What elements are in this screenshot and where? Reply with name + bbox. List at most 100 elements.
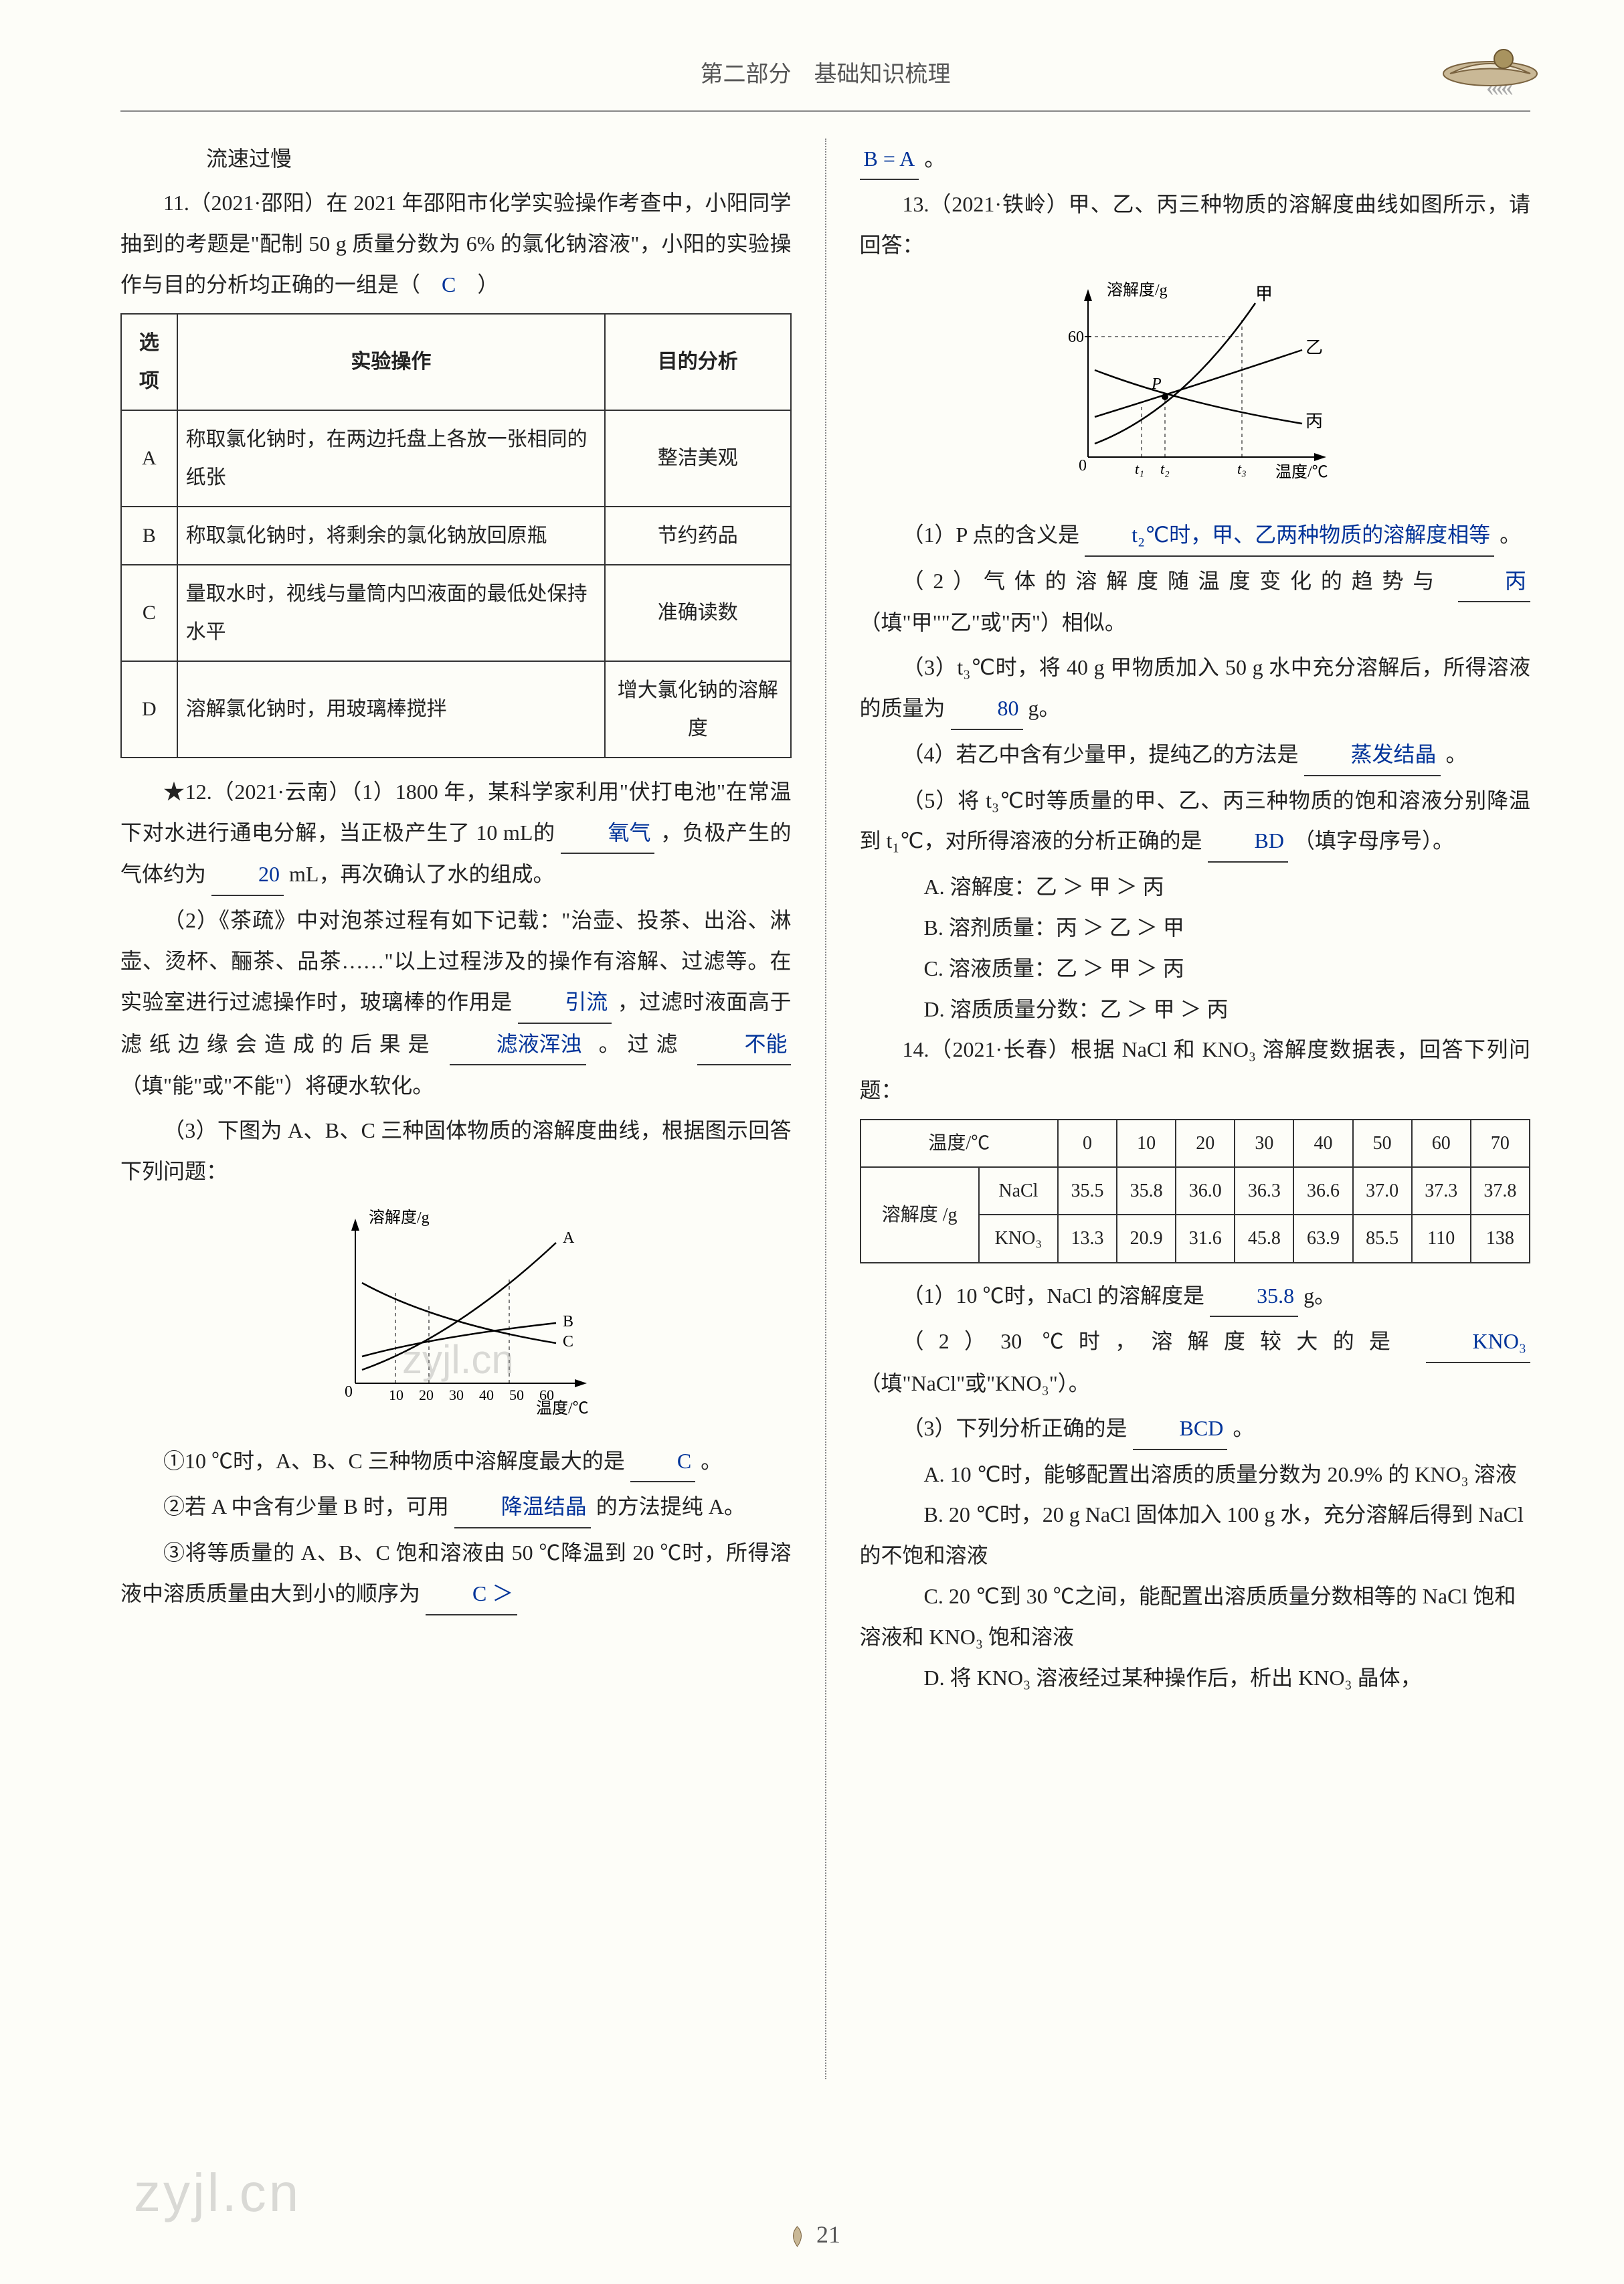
cell: 60 — [1412, 1120, 1471, 1167]
cell: 30 — [1235, 1120, 1293, 1167]
cell: 称取氯化钠时，在两边托盘上各放一张相同的纸张 — [177, 410, 605, 507]
svg-text:溶解度/g: 溶解度/g — [1107, 281, 1168, 299]
svg-text:t₂: t₂ — [1160, 460, 1170, 477]
answer: 引流 — [518, 982, 612, 1024]
cell: A — [121, 410, 177, 507]
continuation-text: 流速过慢 — [120, 139, 792, 179]
svg-text:A: A — [563, 1229, 575, 1247]
svg-text:20: 20 — [419, 1387, 434, 1403]
solubility-chart-jyb: 0 溶解度/g 温度/℃ 60 甲 乙 丙 P — [860, 276, 1531, 504]
th-option: 选项 — [121, 314, 177, 410]
text: （1）P 点的含义是 — [903, 523, 1080, 547]
q13-optB: B. 溶剂质量：丙 ＞ 乙 ＞ 甲 — [860, 907, 1531, 948]
cell: D — [121, 661, 177, 758]
question-11: 11.（2021·邵阳）在 2021 年邵阳市化学实验操作考查中，小阳同学抽到的… — [120, 183, 792, 304]
answer: BD — [1208, 820, 1288, 863]
svg-text:t₃: t₃ — [1237, 460, 1247, 477]
solubility-chart-abc: 0 10 20 30 40 50 60 温度/℃ 溶解度/g C B — [120, 1203, 792, 1430]
cell: 35.5 — [1058, 1167, 1117, 1215]
q12-sub1: ①10 ℃时，A、B、C 三种物质中溶解度最大的是 C 。 — [120, 1441, 792, 1483]
question-11-table: 选项 实验操作 目的分析 A 称取氯化钠时，在两边托盘上各放一张相同的纸张 整洁… — [120, 313, 792, 758]
cell: 节约药品 — [605, 507, 790, 565]
cell: B — [121, 507, 177, 565]
watermark: zyjl.cn — [134, 2142, 301, 2244]
cell: 50 — [1353, 1120, 1412, 1167]
answer: 氧气 — [561, 812, 654, 855]
continuation-answer: B = A 。 — [860, 139, 1531, 181]
q11-post: ） — [456, 272, 499, 296]
svg-text:溶解度/g: 溶解度/g — [369, 1209, 430, 1227]
text: （2）气体的溶解度随温度变化的趋势与 — [903, 569, 1444, 593]
th-operation: 实验操作 — [177, 314, 605, 410]
text: g。 — [1303, 1284, 1336, 1308]
text: 。 — [924, 147, 945, 171]
svg-text:40: 40 — [479, 1387, 494, 1403]
svg-text:0: 0 — [1079, 457, 1087, 474]
page-number: 21 — [784, 2212, 840, 2257]
q13-optA: A. 溶解度：乙 ＞ 甲 ＞ 丙 — [860, 867, 1531, 907]
answer: C — [630, 1441, 695, 1483]
svg-text:10: 10 — [389, 1387, 403, 1403]
text: （填字母序号）。 — [1293, 828, 1454, 853]
text: （1）10 ℃时，NaCl 的溶解度是 — [903, 1284, 1205, 1308]
svg-text:乙: 乙 — [1305, 338, 1323, 357]
q13-5: （5）将 t₃℃时等质量的甲、乙、丙三种物质的饱和溶液分别降温到 t₁℃，对所得… — [860, 780, 1531, 863]
q14-3: （3）下列分析正确的是 BCD 。 — [860, 1408, 1531, 1450]
table-row: C 量取水时，视线与量筒内凹液面的最低处保持水平 准确读数 — [121, 565, 791, 661]
q14-1: （1）10 ℃时，NaCl 的溶解度是 35.8 g。 — [860, 1276, 1531, 1318]
svg-text:B: B — [563, 1313, 573, 1330]
cell: 85.5 — [1353, 1215, 1412, 1262]
table-row: 溶解度 /g NaCl 35.5 35.8 36.0 36.3 36.6 37.… — [861, 1167, 1530, 1215]
cell: 35.8 — [1117, 1167, 1176, 1215]
text: （2）30 ℃时，溶解度较大的是 — [903, 1329, 1406, 1353]
cell: 量取水时，视线与量筒内凹液面的最低处保持水平 — [177, 565, 605, 661]
cell: 70 — [1471, 1120, 1530, 1167]
svg-text:温度/℃: 温度/℃ — [1275, 463, 1328, 481]
cell: 溶解氯化钠时，用玻璃棒搅拌 — [177, 661, 605, 758]
left-column: 流速过慢 11.（2021·邵阳）在 2021 年邵阳市化学实验操作考查中，小阳… — [120, 139, 792, 2079]
answer: C ＞ — [426, 1573, 517, 1615]
cell: 温度/℃ — [861, 1120, 1058, 1167]
answer: 35.8 — [1210, 1276, 1298, 1318]
answer: B = A — [860, 139, 919, 181]
q14-optB: B. 20 ℃时，20 g NaCl 固体加入 100 g 水，充分溶解后得到 … — [860, 1494, 1531, 1576]
q14-optC: C. 20 ℃到 30 ℃之间，能配置出溶质质量分数相等的 NaCl 饱和溶液和… — [860, 1576, 1531, 1658]
question-12-part2: （2）《茶疏》中对泡茶过程有如下记载："治壶、投茶、出浴、淋壶、烫杯、酾茶、品茶… — [120, 900, 792, 1106]
answer: 滤液浑浊 — [450, 1024, 586, 1066]
svg-text:zyjl.cn: zyjl.cn — [402, 1337, 514, 1382]
answer: 丙 — [1458, 561, 1530, 603]
th-purpose: 目的分析 — [605, 314, 790, 410]
table-row: D 溶解氯化钠时，用玻璃棒搅拌 增大氯化钠的溶解度 — [121, 661, 791, 758]
q11-answer: C — [442, 272, 456, 296]
text: （3）下列分析正确的是 — [903, 1416, 1127, 1440]
two-column-layout: 流速过慢 11.（2021·邵阳）在 2021 年邵阳市化学实验操作考查中，小阳… — [120, 139, 1530, 2079]
q13-3: （3）t₃℃时，将 40 g 甲物质加入 50 g 水中充分溶解后，所得溶液的质… — [860, 647, 1531, 730]
text: 。 — [1500, 523, 1521, 547]
right-column: B = A 。 13.（2021·铁岭）甲、乙、丙三种物质的溶解度曲线如图所示，… — [860, 139, 1531, 2079]
cell: 13.3 — [1058, 1215, 1117, 1262]
q13-4: （4）若乙中含有少量甲，提纯乙的方法是 蒸发结晶 。 — [860, 734, 1531, 776]
q13-optC: C. 溶液质量：乙 ＞ 甲 ＞ 丙 — [860, 948, 1531, 989]
cell: 溶解度 /g — [861, 1167, 979, 1262]
svg-text:C: C — [563, 1333, 573, 1350]
table-row: 温度/℃ 0 10 20 30 40 50 60 70 — [861, 1120, 1530, 1167]
svg-text:甲: 甲 — [1255, 284, 1273, 304]
text: g。 — [1028, 696, 1061, 720]
answer: 降温结晶 — [454, 1486, 591, 1528]
cell: 20.9 — [1117, 1215, 1176, 1262]
cell: 增大氯化钠的溶解度 — [605, 661, 790, 758]
book-decoration-icon — [1437, 27, 1544, 94]
cell: 10 — [1117, 1120, 1176, 1167]
cell: C — [121, 565, 177, 661]
page-number-text: 21 — [816, 2221, 840, 2248]
answer: BCD — [1133, 1408, 1228, 1450]
svg-text:50: 50 — [509, 1387, 524, 1403]
q14-2: （2）30 ℃时，溶解度较大的是 KNO₃ （填"NaCl"或"KNO₃"）。 — [860, 1321, 1531, 1404]
q14-optD: D. 将 KNO₃ 溶液经过某种操作后，析出 KNO₃ 晶体， — [860, 1658, 1531, 1698]
question-14: 14.（2021·长春）根据 NaCl 和 KNO₃ 溶解度数据表，回答下列问题… — [860, 1029, 1531, 1111]
svg-text:30: 30 — [449, 1387, 464, 1403]
cell: 37.8 — [1471, 1167, 1530, 1215]
text: 的方法提纯 A。 — [596, 1494, 745, 1518]
q13-2: （2）气体的溶解度随温度变化的趋势与 丙 （填"甲""乙"或"丙"）相似。 — [860, 561, 1531, 644]
table-row: A 称取氯化钠时，在两边托盘上各放一张相同的纸张 整洁美观 — [121, 410, 791, 507]
